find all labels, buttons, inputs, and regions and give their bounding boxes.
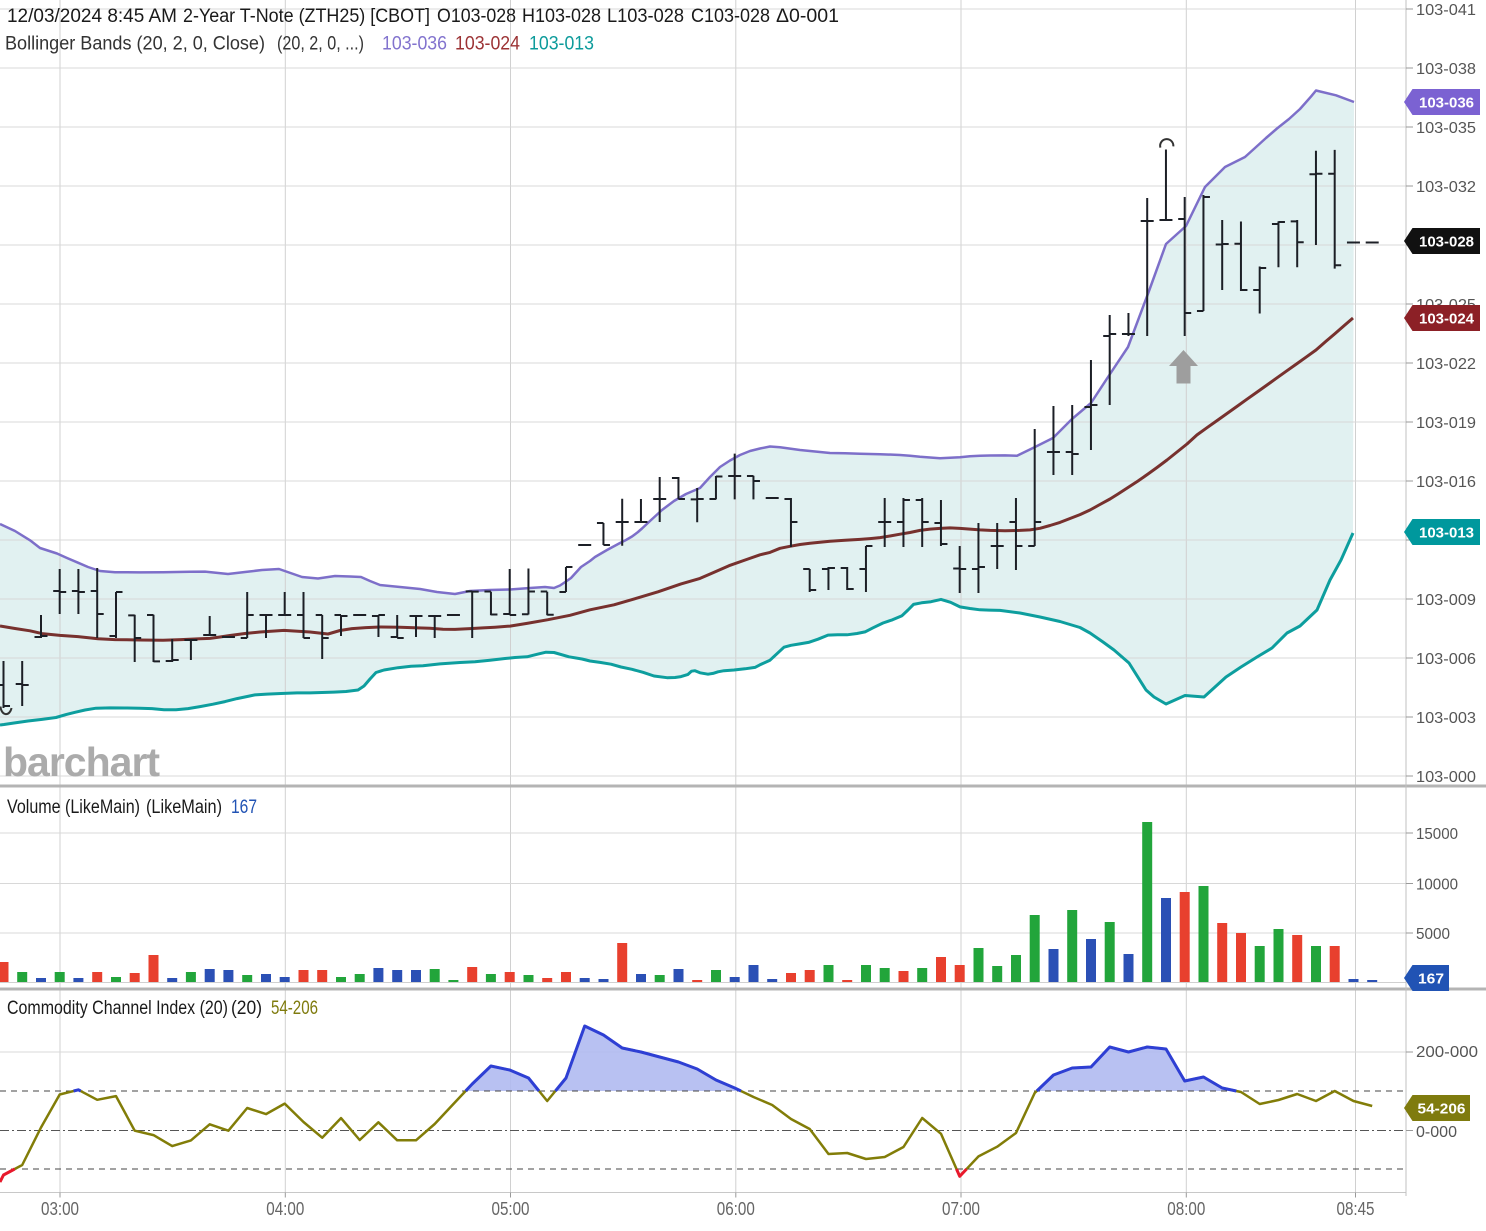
svg-text:0-000: 0-000: [1416, 1124, 1457, 1141]
svg-text:08:00: 08:00: [1167, 1199, 1205, 1219]
svg-text:103-016: 103-016: [1416, 474, 1476, 491]
svg-text:103-036: 103-036: [382, 34, 447, 55]
svg-text:54-206: 54-206: [271, 998, 318, 1019]
svg-text:200-000: 200-000: [1416, 1044, 1478, 1061]
svg-text:04:00: 04:00: [266, 1199, 304, 1219]
svg-text:103-036: 103-036: [1419, 95, 1474, 112]
svg-text:103-035: 103-035: [1416, 120, 1476, 137]
svg-text:05:00: 05:00: [492, 1199, 530, 1219]
svg-text:15000: 15000: [1416, 826, 1458, 843]
svg-text:O103-028: O103-028: [437, 6, 516, 27]
svg-text:08:45: 08:45: [1337, 1199, 1375, 1219]
svg-text:103-000: 103-000: [1416, 769, 1476, 786]
svg-text:54-206: 54-206: [1418, 1101, 1466, 1118]
svg-text:103-024: 103-024: [1419, 311, 1475, 328]
svg-text:(20, 2, 0, ...): (20, 2, 0, ...): [277, 34, 364, 55]
svg-text:103-013: 103-013: [1419, 525, 1474, 542]
svg-text:103-003: 103-003: [1416, 710, 1476, 727]
svg-text:103-028: 103-028: [1419, 234, 1474, 251]
svg-text:C103-028: C103-028: [691, 6, 770, 27]
svg-text:103-032: 103-032: [1416, 179, 1476, 196]
svg-text:(LikeMain): (LikeMain): [146, 797, 222, 818]
svg-text:2-Year T-Note (ZTH25) [CBOT]: 2-Year T-Note (ZTH25) [CBOT]: [183, 6, 430, 27]
svg-text:103-022: 103-022: [1416, 356, 1476, 373]
svg-text:167: 167: [1418, 971, 1444, 988]
svg-text:5000: 5000: [1416, 926, 1450, 943]
svg-text:Commodity Channel Index (20): Commodity Channel Index (20): [7, 998, 228, 1019]
svg-text:Volume (LikeMain): Volume (LikeMain): [7, 797, 140, 818]
svg-text:L103-028: L103-028: [607, 6, 684, 27]
svg-text:103-019: 103-019: [1416, 415, 1476, 432]
svg-text:Δ0-001: Δ0-001: [776, 6, 839, 27]
svg-text:barchart: barchart: [3, 739, 160, 785]
svg-text:(20): (20): [231, 998, 262, 1019]
svg-text:103-013: 103-013: [529, 34, 594, 55]
svg-text:03:00: 03:00: [41, 1199, 79, 1219]
svg-text:103-038: 103-038: [1416, 61, 1476, 78]
svg-text:10000: 10000: [1416, 877, 1458, 894]
svg-text:06:00: 06:00: [717, 1199, 755, 1219]
svg-text:167: 167: [231, 797, 257, 818]
svg-text:103-009: 103-009: [1416, 592, 1476, 609]
svg-text:07:00: 07:00: [942, 1199, 980, 1219]
svg-text:103-006: 103-006: [1416, 651, 1476, 668]
svg-text:H103-028: H103-028: [522, 6, 601, 27]
svg-text:Bollinger Bands (20, 2, 0, Clo: Bollinger Bands (20, 2, 0, Close): [5, 34, 265, 55]
svg-text:103-024: 103-024: [455, 34, 520, 55]
svg-text:12/03/2024 8:45 AM: 12/03/2024 8:45 AM: [7, 6, 177, 27]
svg-text:103-041: 103-041: [1416, 2, 1476, 19]
